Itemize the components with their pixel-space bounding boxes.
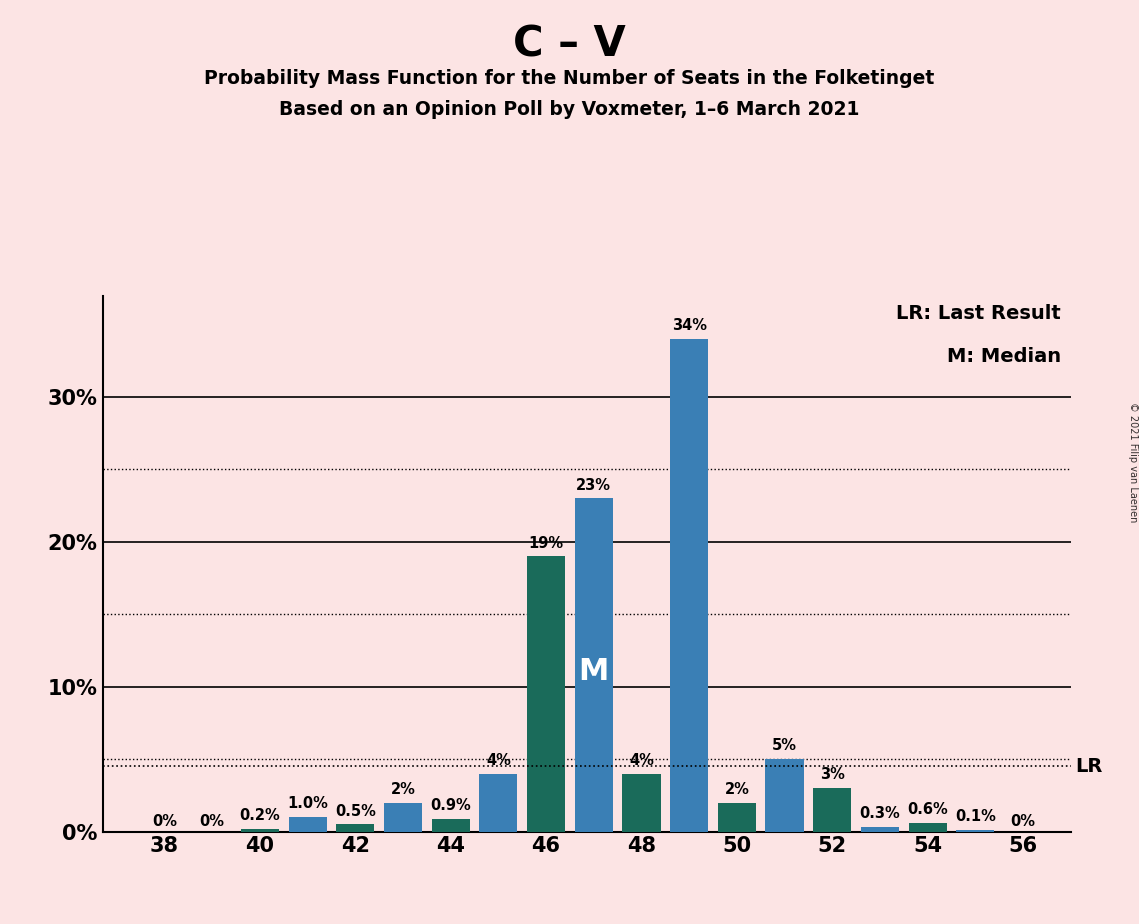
Text: 1.0%: 1.0% — [287, 796, 328, 811]
Bar — [909, 823, 947, 832]
Bar — [813, 788, 851, 832]
Bar — [670, 339, 708, 832]
Bar — [527, 556, 565, 832]
Bar — [384, 803, 423, 832]
Text: 19%: 19% — [528, 536, 564, 551]
Text: Probability Mass Function for the Number of Seats in the Folketinget: Probability Mass Function for the Number… — [204, 69, 935, 89]
Text: 23%: 23% — [576, 478, 612, 492]
Text: 0.2%: 0.2% — [239, 808, 280, 823]
Text: 0.9%: 0.9% — [431, 797, 472, 813]
Bar — [622, 773, 661, 832]
Text: M: Median: M: Median — [947, 346, 1060, 366]
Text: 0.1%: 0.1% — [954, 809, 995, 824]
Text: 2%: 2% — [391, 782, 416, 796]
Text: 5%: 5% — [772, 738, 797, 753]
Text: © 2021 Filip van Laenen: © 2021 Filip van Laenen — [1129, 402, 1138, 522]
Text: LR: LR — [1075, 757, 1103, 776]
Text: 0.3%: 0.3% — [860, 807, 900, 821]
Bar — [240, 829, 279, 832]
Bar — [957, 830, 994, 832]
Text: 0%: 0% — [199, 814, 224, 829]
Bar — [288, 817, 327, 832]
Bar — [480, 773, 517, 832]
Text: 4%: 4% — [629, 753, 654, 768]
Text: LR: Last Result: LR: Last Result — [896, 304, 1060, 322]
Text: 34%: 34% — [672, 319, 706, 334]
Bar — [718, 803, 756, 832]
Bar — [575, 498, 613, 832]
Text: 0.5%: 0.5% — [335, 804, 376, 819]
Bar — [861, 827, 899, 832]
Bar — [765, 760, 804, 832]
Bar — [336, 824, 375, 832]
Text: 0%: 0% — [1010, 814, 1035, 829]
Text: 4%: 4% — [486, 753, 510, 768]
Text: M: M — [579, 657, 609, 687]
Text: C – V: C – V — [514, 23, 625, 65]
Bar — [432, 819, 469, 832]
Text: 0.6%: 0.6% — [907, 802, 948, 817]
Text: 0%: 0% — [151, 814, 177, 829]
Text: 3%: 3% — [820, 767, 845, 783]
Text: Based on an Opinion Poll by Voxmeter, 1–6 March 2021: Based on an Opinion Poll by Voxmeter, 1–… — [279, 100, 860, 119]
Text: 2%: 2% — [724, 782, 749, 796]
